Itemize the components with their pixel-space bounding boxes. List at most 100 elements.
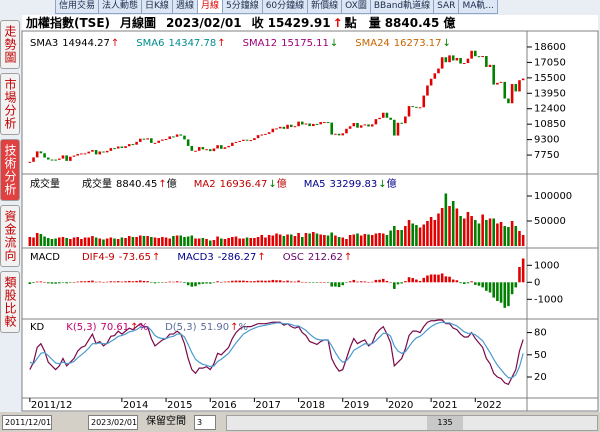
end-date[interactable]: 2023/02/01 — [88, 415, 138, 430]
header-volume-unit: 億 — [443, 15, 455, 30]
header-close-arrow: ↑ — [333, 16, 343, 30]
y-tick-label: 1000 — [534, 260, 559, 271]
bar — [94, 237, 98, 246]
bar — [474, 282, 477, 285]
bar — [201, 238, 205, 246]
bar — [448, 276, 451, 283]
legend-name: K(5,3) — [66, 322, 96, 333]
bar — [348, 235, 352, 246]
bar — [518, 267, 521, 283]
bar — [348, 281, 352, 283]
candle-body — [175, 134, 179, 137]
scroll-thumb[interactable]: 135 — [427, 416, 463, 430]
bar — [367, 282, 370, 283]
scrollbar[interactable]: 135 — [226, 415, 598, 431]
bar — [43, 236, 46, 246]
bar — [514, 282, 518, 288]
tab[interactable]: SAR — [433, 0, 460, 14]
bar — [370, 235, 374, 246]
bar — [510, 221, 514, 246]
bar — [459, 216, 462, 246]
legend-item: MA5 33299.83↓億 — [304, 177, 397, 190]
bar — [300, 237, 304, 246]
x-tick-label: 2018 — [300, 400, 325, 411]
candle-body — [481, 55, 484, 57]
candle-body — [477, 56, 481, 58]
tab[interactable]: 日K線 — [141, 0, 173, 14]
candle-body — [69, 156, 72, 161]
candle-body — [83, 153, 87, 155]
header-period: 月線圖 — [119, 15, 156, 30]
tab[interactable]: 新價線 — [307, 0, 343, 14]
bar — [168, 238, 172, 246]
bar — [212, 240, 216, 246]
tab[interactable]: 5分鐘線 — [221, 0, 263, 14]
bar — [444, 276, 448, 283]
tab[interactable]: 法人動態 — [98, 0, 143, 14]
bar — [194, 282, 197, 287]
bar — [161, 237, 164, 246]
bar — [190, 235, 194, 246]
side-menu-item[interactable]: 市場分析 — [0, 73, 20, 135]
tab[interactable]: OX圖 — [341, 0, 371, 14]
side-menu-item[interactable]: 走勢圖 — [0, 20, 20, 69]
bar — [485, 282, 488, 291]
bar — [58, 237, 61, 246]
bar — [83, 237, 87, 246]
legend-value: 14944.27 — [62, 38, 110, 49]
bar — [146, 281, 149, 283]
candle-body — [496, 82, 499, 85]
bar — [260, 280, 264, 283]
candle-body — [91, 150, 94, 152]
tab[interactable]: 月線 — [196, 0, 223, 14]
tab[interactable]: 信用交易 — [55, 0, 100, 14]
candle-body — [208, 149, 212, 152]
candle-body — [131, 144, 135, 146]
bar — [400, 230, 403, 246]
bar — [499, 282, 503, 303]
legend-arrow: ↑ — [257, 252, 265, 263]
bar — [492, 282, 495, 298]
bar — [282, 281, 286, 283]
bar — [429, 274, 433, 283]
bar — [87, 280, 91, 283]
candle-body — [245, 139, 249, 141]
bar — [245, 237, 249, 246]
bar — [514, 226, 518, 246]
bar — [50, 282, 54, 284]
bar — [315, 233, 319, 246]
header-background — [22, 15, 598, 31]
bar — [488, 218, 492, 246]
legend-value: 16273.17 — [394, 38, 442, 49]
reserve-value[interactable]: 3 — [194, 415, 216, 430]
bar — [359, 235, 363, 246]
x-tick-label: 2014 — [123, 400, 148, 411]
chart-frame — [21, 30, 599, 412]
tab[interactable]: 60分鐘線 — [261, 0, 309, 14]
legend-item: D(5,3) 51.90↑% — [165, 322, 248, 333]
side-menu-item[interactable]: 類股比較 — [0, 271, 20, 333]
candle-body — [234, 141, 238, 143]
y-tick-label: 9300 — [534, 135, 559, 146]
bar — [286, 234, 289, 246]
tab[interactable]: BBand軌道線 — [369, 0, 435, 14]
start-date[interactable]: 2011/12/01 — [2, 415, 52, 430]
tab[interactable]: 週線 — [171, 0, 198, 14]
side-menu-item[interactable]: 技術分析 — [0, 139, 20, 201]
candle-body — [374, 119, 378, 125]
bar — [72, 237, 76, 246]
bar — [91, 236, 94, 246]
candle-body — [426, 85, 429, 96]
tab[interactable]: MA軌... — [458, 0, 498, 14]
bar — [363, 234, 367, 246]
candle-body — [113, 148, 116, 150]
bar — [345, 282, 348, 283]
candle-body — [102, 151, 105, 153]
bar — [76, 237, 79, 246]
bar — [120, 237, 124, 246]
bar — [404, 226, 407, 246]
side-menu-item[interactable]: 資金流向 — [0, 205, 20, 267]
bar — [455, 280, 459, 283]
bar — [39, 234, 43, 246]
